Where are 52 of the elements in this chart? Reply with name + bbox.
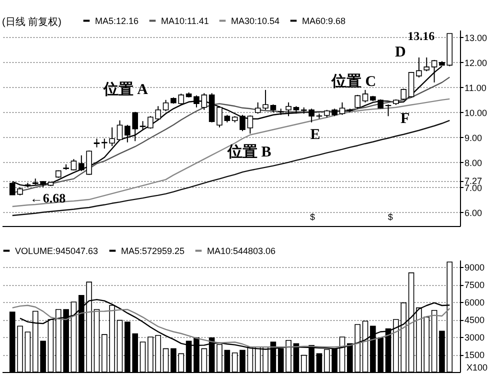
y-tick-label: 3000 <box>464 332 485 342</box>
y-tick-label: 10.00 <box>464 108 488 118</box>
y-tick-label: 6000 <box>464 298 485 308</box>
annotation: $ <box>310 212 316 222</box>
annotation: 位置 A <box>102 80 148 98</box>
candlestick <box>247 114 254 134</box>
y-tick-label: 13.00 <box>464 32 488 43</box>
candlestick <box>424 56 430 72</box>
y-axis-title: X100 <box>466 362 488 372</box>
legend-label: MA30:10.54 <box>231 16 280 26</box>
candlestick <box>416 56 422 78</box>
legend-label: VOLUME:945047.63 <box>15 246 98 256</box>
candlestick <box>116 120 123 141</box>
legend-label: MA10:544803.06 <box>207 246 276 256</box>
y-tick-label: 4500 <box>464 315 485 325</box>
candlestick <box>216 106 222 128</box>
y-tick-label: 8.00 <box>464 158 482 168</box>
annotation: E <box>310 126 320 143</box>
candlestick <box>362 89 368 103</box>
y-tick-label: 7500 <box>464 280 485 290</box>
legend-label: MA60:9.68 <box>302 16 346 26</box>
annotation: $ <box>388 212 393 222</box>
candlestick <box>339 102 346 116</box>
annotation: 位置 B <box>226 144 272 161</box>
legend-label: MA10:11.41 <box>161 16 209 26</box>
annotation: ←6.68 <box>30 190 66 206</box>
annotation: D <box>395 44 406 61</box>
candlestick <box>70 158 77 171</box>
candlestick <box>254 102 261 114</box>
y-tick-label: 9.00 <box>464 132 482 143</box>
chart-title: (日线 前复权) <box>2 16 62 28</box>
legend-label: MA5:12.16 <box>95 16 139 26</box>
line-series <box>12 98 450 208</box>
y-tick-label: 1500 <box>464 350 485 360</box>
y-tick-label: 9000 <box>464 262 485 272</box>
candlestick <box>201 92 208 110</box>
candlestick <box>194 94 200 108</box>
candlestick <box>262 89 268 110</box>
candlestick <box>162 99 169 112</box>
annotation: F <box>400 111 410 128</box>
candlestick <box>400 88 407 100</box>
candlestick <box>240 114 246 132</box>
y-tick-label: 6.00 <box>464 208 482 218</box>
candlestick <box>354 94 360 110</box>
candlestick <box>286 102 292 117</box>
y-tick-label: 11.00 <box>464 82 486 93</box>
annotation: 位置 C <box>330 72 376 90</box>
y-tick-label: 7.00 <box>464 182 482 193</box>
legend-label: MA5:572959.25 <box>121 246 185 256</box>
annotation: 13.16 <box>408 28 435 43</box>
candlestick <box>385 104 392 117</box>
y-tick-label: 12.00 <box>464 58 488 68</box>
